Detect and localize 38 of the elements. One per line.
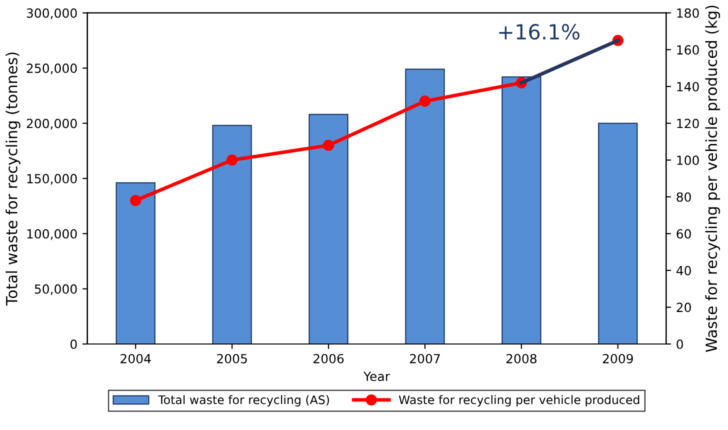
y-tick-label: 0 (70, 339, 77, 349)
point (322, 140, 334, 151)
x-tick-label: 2009 (602, 354, 633, 364)
y2-tick-label: 20 (676, 302, 691, 312)
x-tick-label: 2007 (410, 354, 440, 364)
bar (405, 68, 445, 344)
y2-tick-label: 140 (677, 82, 699, 92)
y-tick-label: 300,000 (26, 8, 77, 20)
x-tick-label: 2008 (506, 354, 536, 364)
y2-tick-label: 120 (677, 118, 699, 128)
y-tick-label: 50,000 (34, 284, 77, 296)
point (419, 96, 431, 107)
y2-tick-label: 80 (676, 192, 691, 202)
x-axis-title: Year (363, 372, 390, 382)
annotation: +16.1% (499, 24, 580, 40)
bar (212, 124, 252, 344)
y2-tick-label: 160 (677, 45, 699, 55)
y2-tick-label: 180 (677, 8, 699, 18)
y-tick-label: 200,000 (26, 118, 77, 130)
bar (116, 182, 156, 344)
y2-axis-title: Waste for recycling per vehicle produced (kg) (705, 6, 720, 352)
y-tick-label: 150,000 (27, 174, 77, 185)
y-tick-label: 250,000 (26, 64, 77, 74)
point (130, 194, 142, 206)
y2-tick-label: 40 (676, 266, 691, 276)
bar (308, 114, 348, 344)
bar (598, 122, 638, 344)
x-tick-label: 2006 (314, 354, 344, 364)
y2-tick-label: 60 (676, 229, 691, 239)
y-axis-title: Total waste for recycling (tonnes) (6, 52, 20, 306)
y2-tick-label: 0 (676, 339, 683, 349)
x-tick-label: 2005 (217, 354, 247, 364)
y-tick-label: 100,000 (27, 229, 77, 240)
y2-tick-label: 100 (677, 156, 699, 165)
legend-label: Waste for recycling per vehicle produced (398, 395, 640, 406)
x-tick-label: 2004 (120, 354, 151, 364)
legend-label: Total waste for recycling (AS) (158, 395, 329, 406)
point (226, 154, 238, 166)
